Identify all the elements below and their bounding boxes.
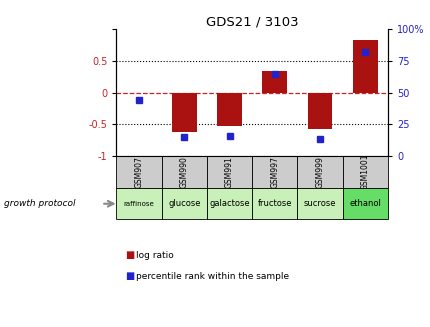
Bar [307, 93, 332, 129]
Bar [161, 156, 206, 188]
Text: log ratio: log ratio [135, 250, 173, 260]
Bar [206, 156, 252, 188]
Bar [252, 156, 297, 188]
Bar [116, 156, 161, 188]
Text: GSM997: GSM997 [270, 156, 279, 188]
Bar [342, 188, 387, 219]
Bar [217, 93, 241, 126]
Text: galactose: galactose [209, 199, 249, 208]
Bar [297, 188, 342, 219]
Text: fructose: fructose [257, 199, 292, 208]
Text: percentile rank within the sample: percentile rank within the sample [135, 272, 288, 281]
Text: GSM907: GSM907 [134, 156, 143, 188]
Bar [342, 156, 387, 188]
Text: sucrose: sucrose [303, 199, 335, 208]
Text: GSM1001: GSM1001 [360, 154, 369, 190]
Text: glucose: glucose [168, 199, 200, 208]
Bar [161, 188, 206, 219]
Title: GDS21 / 3103: GDS21 / 3103 [206, 15, 298, 28]
Text: growth protocol: growth protocol [4, 199, 76, 208]
Bar [352, 40, 377, 93]
Text: ethanol: ethanol [349, 199, 380, 208]
Bar [252, 188, 297, 219]
Text: ■: ■ [125, 271, 134, 281]
Bar [297, 156, 342, 188]
Text: GSM991: GSM991 [224, 156, 233, 188]
Text: GSM990: GSM990 [179, 156, 188, 188]
Text: GSM999: GSM999 [315, 156, 324, 188]
Bar [262, 71, 286, 93]
Bar [116, 188, 161, 219]
Bar [206, 188, 252, 219]
Text: ■: ■ [125, 250, 134, 260]
Bar [172, 93, 196, 132]
Text: raffinose: raffinose [123, 201, 154, 207]
